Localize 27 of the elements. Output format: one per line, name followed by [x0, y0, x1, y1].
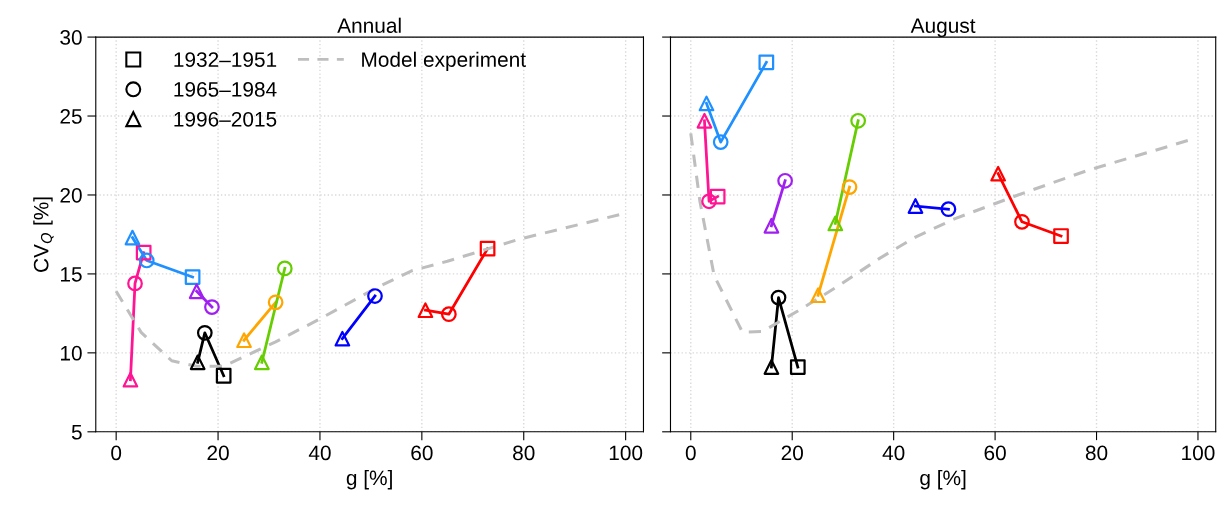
x-tick-label: 0: [111, 445, 122, 461]
legend-label: Model experiment: [362, 51, 526, 72]
x-tick-label: 80: [1085, 445, 1108, 461]
x-tick-label: 40: [308, 445, 331, 461]
x-axis-title: g [%]: [920, 469, 966, 490]
y-tick-label: 25: [60, 109, 82, 124]
y-tick-label: 10: [61, 345, 82, 361]
x-tick-label: 60: [984, 445, 1006, 461]
x-tick-label: 20: [207, 445, 229, 461]
y-tick-label: 15: [61, 267, 82, 282]
x-tick-label: 80: [513, 445, 535, 461]
legend-label: 1965–1984: [174, 82, 277, 97]
y-tick-label: 5: [71, 425, 82, 440]
x-tick-label: 20: [781, 445, 803, 461]
y-tick-label: 30: [60, 30, 82, 45]
y-axis-title: CV$_{Q}$ [%]: [33, 197, 54, 272]
chart-title: Annual: [337, 17, 401, 33]
x-tick-label: 0: [685, 445, 696, 461]
legend-label: 1996–2015: [174, 111, 277, 127]
chart-title: August: [910, 18, 976, 38]
x-axis-title: g [%]: [346, 469, 392, 490]
legend-label: 1932–1951: [174, 52, 277, 67]
x-tick-label: 100: [609, 445, 643, 461]
x-tick-label: 100: [1182, 445, 1215, 461]
x-tick-label: 60: [411, 445, 433, 461]
x-tick-label: 40: [882, 445, 905, 461]
y-tick-label: 20: [60, 187, 82, 203]
